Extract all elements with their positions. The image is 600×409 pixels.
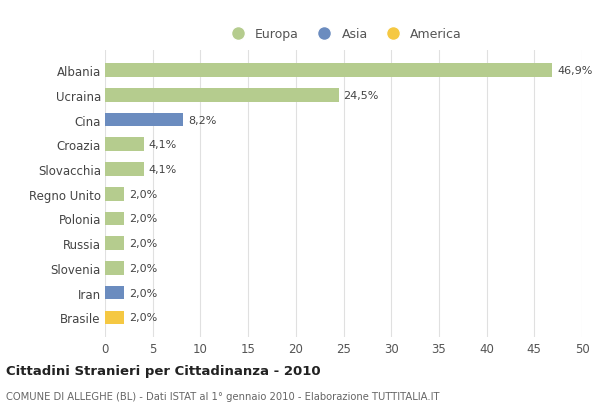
- Text: 2,0%: 2,0%: [129, 263, 157, 273]
- Bar: [105, 286, 124, 300]
- Text: 24,5%: 24,5%: [343, 91, 379, 101]
- Bar: [105, 237, 124, 250]
- Text: 2,0%: 2,0%: [129, 288, 157, 298]
- Text: COMUNE DI ALLEGHE (BL) - Dati ISTAT al 1° gennaio 2010 - Elaborazione TUTTITALIA: COMUNE DI ALLEGHE (BL) - Dati ISTAT al 1…: [6, 391, 439, 401]
- Bar: [105, 187, 124, 201]
- Bar: [105, 64, 553, 78]
- Bar: [105, 138, 144, 152]
- Text: Cittadini Stranieri per Cittadinanza - 2010: Cittadini Stranieri per Cittadinanza - 2…: [6, 364, 320, 377]
- Bar: [105, 261, 124, 275]
- Text: 46,9%: 46,9%: [557, 66, 593, 76]
- Text: 2,0%: 2,0%: [129, 312, 157, 323]
- Legend: Europa, Asia, America: Europa, Asia, America: [220, 23, 467, 46]
- Bar: [105, 212, 124, 226]
- Text: 2,0%: 2,0%: [129, 189, 157, 199]
- Bar: [105, 311, 124, 324]
- Bar: [105, 113, 183, 127]
- Text: 4,1%: 4,1%: [149, 140, 177, 150]
- Text: 2,0%: 2,0%: [129, 214, 157, 224]
- Bar: [105, 163, 144, 176]
- Text: 2,0%: 2,0%: [129, 238, 157, 249]
- Bar: [105, 89, 339, 102]
- Text: 4,1%: 4,1%: [149, 164, 177, 175]
- Text: 8,2%: 8,2%: [188, 115, 217, 125]
